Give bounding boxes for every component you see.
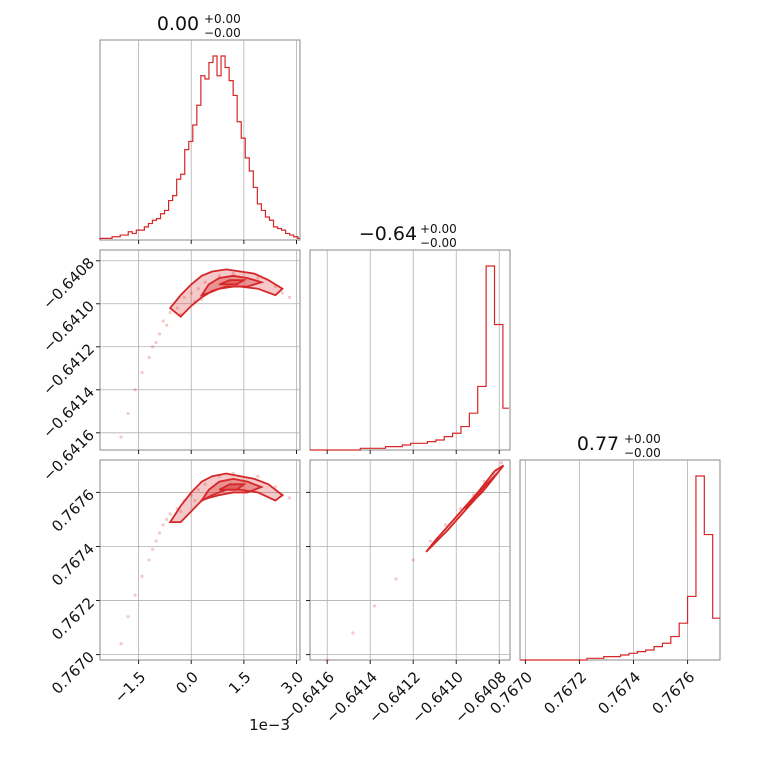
scatter-point [193,498,197,503]
scatter-point [165,323,169,327]
scatter-point [196,287,200,291]
histogram-panel [519,459,721,661]
scatter-point [147,558,151,562]
scatter-point [287,496,292,500]
x-tick-label: 1.5 [225,668,255,698]
scatter-point [161,523,165,527]
scatter-point [154,539,158,543]
panel-title: 0.77 [577,433,619,455]
title-lower-error: −0.00 [420,236,457,250]
scatter-point [394,577,398,581]
scatter-point [182,295,186,299]
histogram-panel [99,39,301,241]
scatter-point [133,388,137,392]
scatter-point [168,512,172,516]
y-tick-label: 0.7672 [48,594,98,644]
x-tick-label: 0.7676 [648,668,698,718]
scatter-point [256,276,260,280]
title-upper-error: +0.00 [204,12,241,26]
title-lower-error: −0.00 [204,26,241,40]
scatter-point [158,332,162,336]
scatter-point [280,291,285,295]
contour-level [168,268,284,318]
scatter-point [256,474,260,478]
title-upper-error: +0.00 [624,432,661,446]
y-tick-label: 0.7674 [48,540,98,590]
scatter-point [443,523,448,527]
contour-level [464,472,498,510]
scatter-point [168,310,172,314]
scatter-point [273,485,278,489]
scatter-point [126,411,130,416]
x-tick-label: −1.5 [111,668,149,706]
scatter-point [351,631,355,635]
scatter-point [499,461,503,465]
scatter-point [175,306,179,310]
scatter-point [158,531,162,535]
panel-title: 0.00 [157,13,199,35]
x-offset-label: 1e−3 [249,716,290,734]
scatter-contour-panel [99,249,301,451]
scatter-point [196,488,200,492]
scatter-point [411,558,415,562]
scatter-point [428,539,433,543]
scatter-point [372,604,377,608]
scatter-point [217,274,221,278]
scatter-point [126,615,130,619]
scatter-point [133,593,137,597]
contour-level [218,483,247,491]
scatter-point [151,345,155,349]
scatter-point [203,280,207,284]
histogram-series [99,55,300,240]
scatter-point [189,291,193,295]
x-tick-label: 0.7672 [540,668,590,718]
scatter-point [231,272,235,276]
scatter-point [140,574,144,578]
title-lower-error: −0.00 [624,446,661,460]
contour-level [199,274,265,297]
y-tick-label: 0.7670 [48,648,98,698]
panel-title: −0.64 [359,223,417,245]
y-tick-label: 0.7676 [48,486,98,536]
histogram-panel [309,249,511,451]
x-tick-label: 0.0 [172,668,202,698]
scatter-point [154,340,158,345]
scatter-point [161,319,165,323]
x-tick-label: 0.7674 [594,668,644,718]
scatter-point [179,509,183,513]
scatter-point [119,642,123,646]
title-upper-error: +0.00 [420,222,457,236]
scatter-point [287,295,292,299]
histogram-series [520,475,720,661]
scatter-point [458,507,463,511]
scatter-point [151,547,155,551]
scatter-point [119,435,123,439]
histogram-series [310,265,509,451]
scatter-contour-panel [99,459,301,661]
contour-level [218,279,248,286]
scatter-point [140,370,144,375]
scatter-point [147,355,151,360]
scatter-point [203,482,207,486]
scatter-point [165,517,169,522]
